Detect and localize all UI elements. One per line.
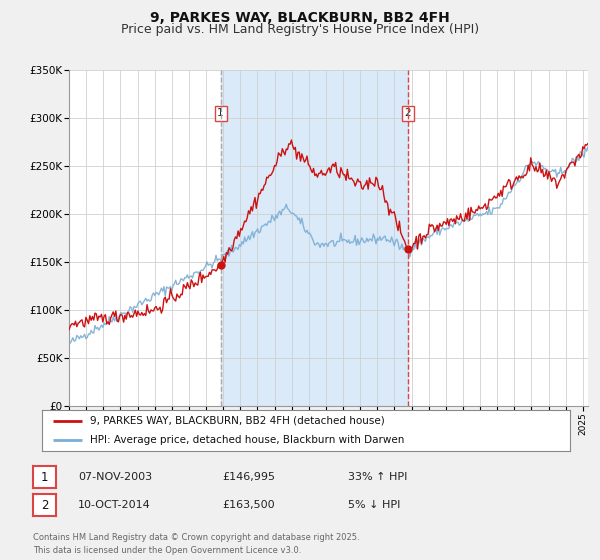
Text: £146,995: £146,995 <box>222 472 275 482</box>
Text: 1: 1 <box>41 470 48 484</box>
Text: Price paid vs. HM Land Registry's House Price Index (HPI): Price paid vs. HM Land Registry's House … <box>121 23 479 36</box>
Text: 5% ↓ HPI: 5% ↓ HPI <box>348 500 400 510</box>
Text: 33% ↑ HPI: 33% ↑ HPI <box>348 472 407 482</box>
Text: 9, PARKES WAY, BLACKBURN, BB2 4FH (detached house): 9, PARKES WAY, BLACKBURN, BB2 4FH (detac… <box>89 416 384 426</box>
Text: HPI: Average price, detached house, Blackburn with Darwen: HPI: Average price, detached house, Blac… <box>89 435 404 445</box>
Text: 9, PARKES WAY, BLACKBURN, BB2 4FH: 9, PARKES WAY, BLACKBURN, BB2 4FH <box>150 12 450 26</box>
Bar <box>221 70 408 406</box>
Text: £163,500: £163,500 <box>222 500 275 510</box>
Text: Contains HM Land Registry data © Crown copyright and database right 2025.
This d: Contains HM Land Registry data © Crown c… <box>33 533 359 556</box>
Text: 2: 2 <box>404 108 411 118</box>
Text: 2: 2 <box>41 498 48 512</box>
Text: 1: 1 <box>217 108 224 118</box>
Text: 10-OCT-2014: 10-OCT-2014 <box>78 500 151 510</box>
Text: 07-NOV-2003: 07-NOV-2003 <box>78 472 152 482</box>
